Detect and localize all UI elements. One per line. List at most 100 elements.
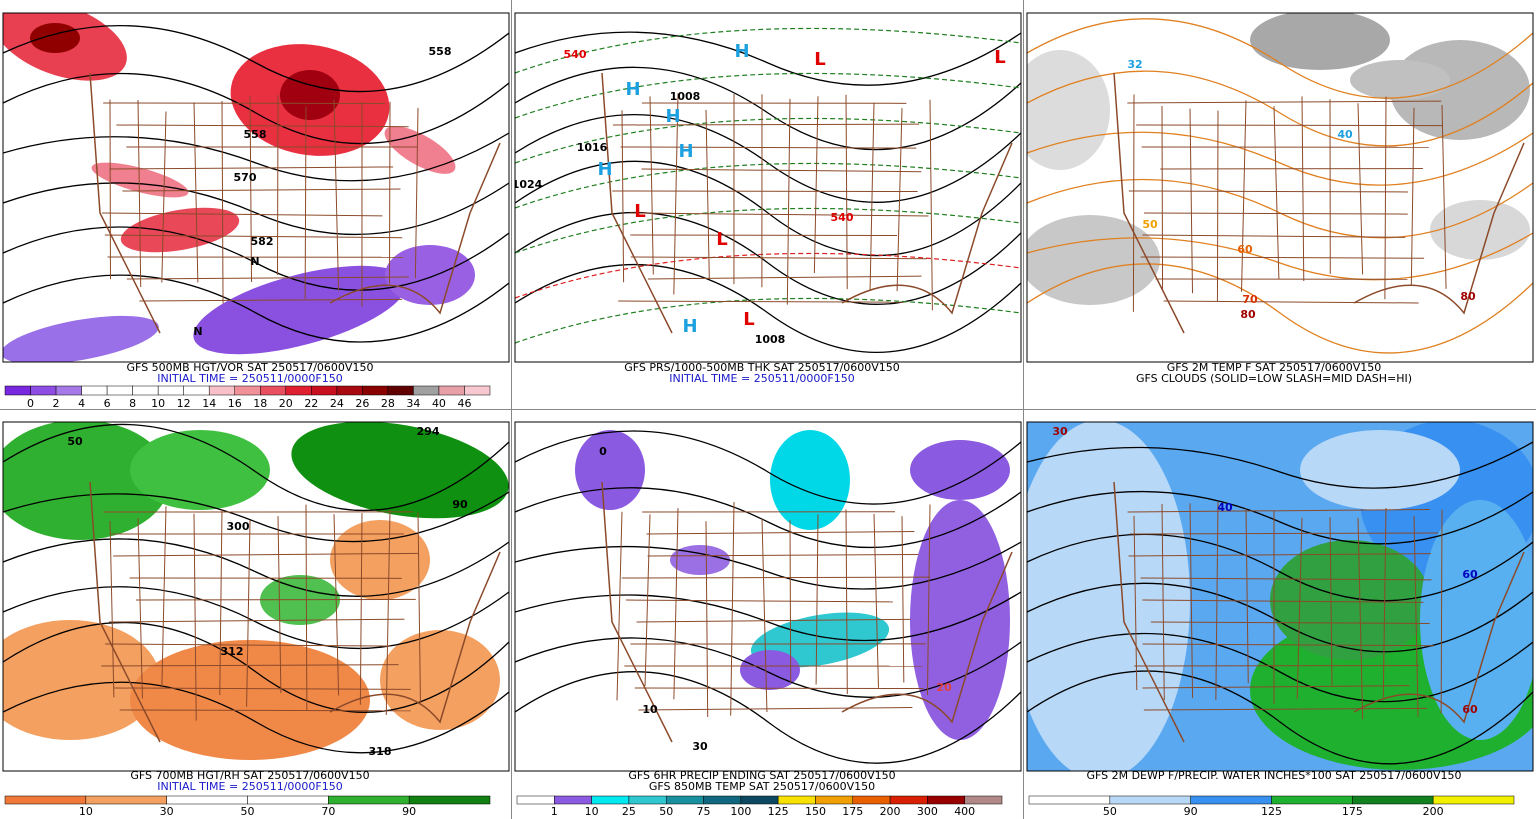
contour — [1027, 533, 1533, 602]
field-fill — [120, 207, 240, 253]
field-fill — [910, 440, 1010, 500]
color-swatch — [927, 795, 965, 805]
contour — [3, 182, 509, 236]
map-label: 60 — [1462, 703, 1478, 716]
contour — [515, 671, 1021, 764]
boundary — [122, 188, 401, 192]
boundary — [137, 100, 142, 288]
map-label: 60 — [1237, 243, 1253, 256]
field-fill — [384, 126, 456, 174]
map: 50 90 300 312 318 294 — [3, 422, 509, 771]
contour — [1027, 70, 1533, 147]
boundary — [304, 106, 307, 299]
coastline — [89, 481, 501, 743]
contour — [515, 212, 1021, 305]
map-label: 318 — [369, 745, 392, 758]
legend-label: 1 — [551, 805, 558, 818]
field-fill — [385, 245, 475, 305]
legend-label: 34 — [406, 397, 420, 410]
legend-label: 10 — [585, 805, 599, 818]
thickness-contour — [515, 252, 1021, 299]
color-swatch — [311, 385, 338, 396]
map-label: 30 — [692, 740, 708, 753]
caption: GFS PRS/1000-500MB THK SAT 250517/0600V1… — [624, 361, 900, 374]
field-fill — [1430, 200, 1530, 260]
field-fill — [330, 520, 430, 600]
color-swatch — [208, 385, 235, 396]
field-fill — [1250, 13, 1390, 70]
boundary — [1161, 106, 1164, 289]
boundary — [873, 513, 879, 688]
legend-label: 12 — [177, 397, 191, 410]
legend-label: 28 — [381, 397, 395, 410]
map: 30 40 60 60 — [1027, 422, 1533, 771]
caption: GFS 2M DEWP F/PRECIP. WATER INCHES*100 S… — [1086, 769, 1461, 782]
boundary — [1163, 300, 1419, 304]
field-fill — [575, 430, 645, 510]
color-swatch — [4, 385, 31, 396]
caption: GFS 700MB HGT/RH SAT 250517/0600V150 — [130, 769, 369, 782]
color-swatch — [815, 795, 854, 805]
contour — [515, 113, 1021, 203]
panel: 32 40 50 60 70 80 80 GFS 2M TEMP F SAT 250517/0… — [1026, 12, 1534, 385]
boundary — [673, 508, 679, 700]
boundary — [813, 96, 819, 274]
map-label: H — [734, 41, 749, 62]
color-swatch — [1109, 795, 1191, 805]
coastline — [601, 72, 1013, 334]
boundary — [730, 502, 735, 716]
legend-label: 4 — [78, 397, 85, 410]
map-label: H — [682, 316, 697, 337]
boundary — [161, 506, 167, 688]
caption: GFS 6HR PRECIP ENDING SAT 250517/0600V15… — [628, 769, 895, 782]
boundary — [636, 618, 911, 623]
boundary — [901, 516, 905, 683]
boundary — [109, 520, 115, 698]
map-label: H — [678, 141, 693, 162]
map-label: 294 — [417, 425, 440, 438]
field-fill — [3, 422, 170, 540]
color-swatch — [1028, 795, 1111, 805]
map: 0 10 20 30 — [515, 422, 1021, 771]
boundary — [113, 687, 411, 690]
boundary — [333, 99, 340, 291]
contour — [515, 487, 1021, 549]
contour — [3, 226, 509, 291]
color-swatch — [85, 795, 167, 805]
color-swatch — [1352, 795, 1434, 805]
legend-label: 40 — [432, 397, 446, 410]
boundary — [109, 166, 394, 170]
contour — [3, 423, 509, 512]
legend-label: 14 — [202, 397, 216, 410]
color-swatch — [260, 385, 287, 396]
map-label: L — [814, 49, 825, 70]
map-label: N — [193, 325, 202, 338]
boundary — [845, 94, 848, 290]
boundary — [621, 110, 625, 283]
legend-label: 20 — [279, 397, 293, 410]
map-label: 558 — [244, 128, 267, 141]
field-fill — [193, 265, 407, 355]
boundary — [1241, 100, 1247, 292]
caption: GFS 850MB TEMP SAT 250517/0600V150 — [649, 780, 875, 793]
contour — [1027, 263, 1533, 354]
coastline — [601, 481, 1013, 743]
boundary — [1128, 553, 1431, 557]
legend-label: 26 — [355, 397, 369, 410]
field-fill — [280, 70, 340, 120]
boundary — [1382, 508, 1387, 698]
legend-label: 46 — [457, 397, 471, 410]
boundary — [1329, 517, 1333, 686]
boundary — [634, 687, 924, 690]
boundary — [630, 256, 927, 260]
boundary — [620, 146, 917, 149]
contour — [515, 66, 1021, 151]
map-label: 40 — [1217, 501, 1233, 514]
color-swatch — [1432, 795, 1515, 805]
boundary — [104, 234, 403, 239]
map: 32 40 50 60 70 80 80 — [1027, 13, 1533, 362]
map-label: H — [665, 106, 680, 127]
boundary — [896, 108, 903, 292]
panel: 558 570 582 558 N N GFS 500MB HGT/VOR SAT 2505… — [2, 12, 510, 410]
